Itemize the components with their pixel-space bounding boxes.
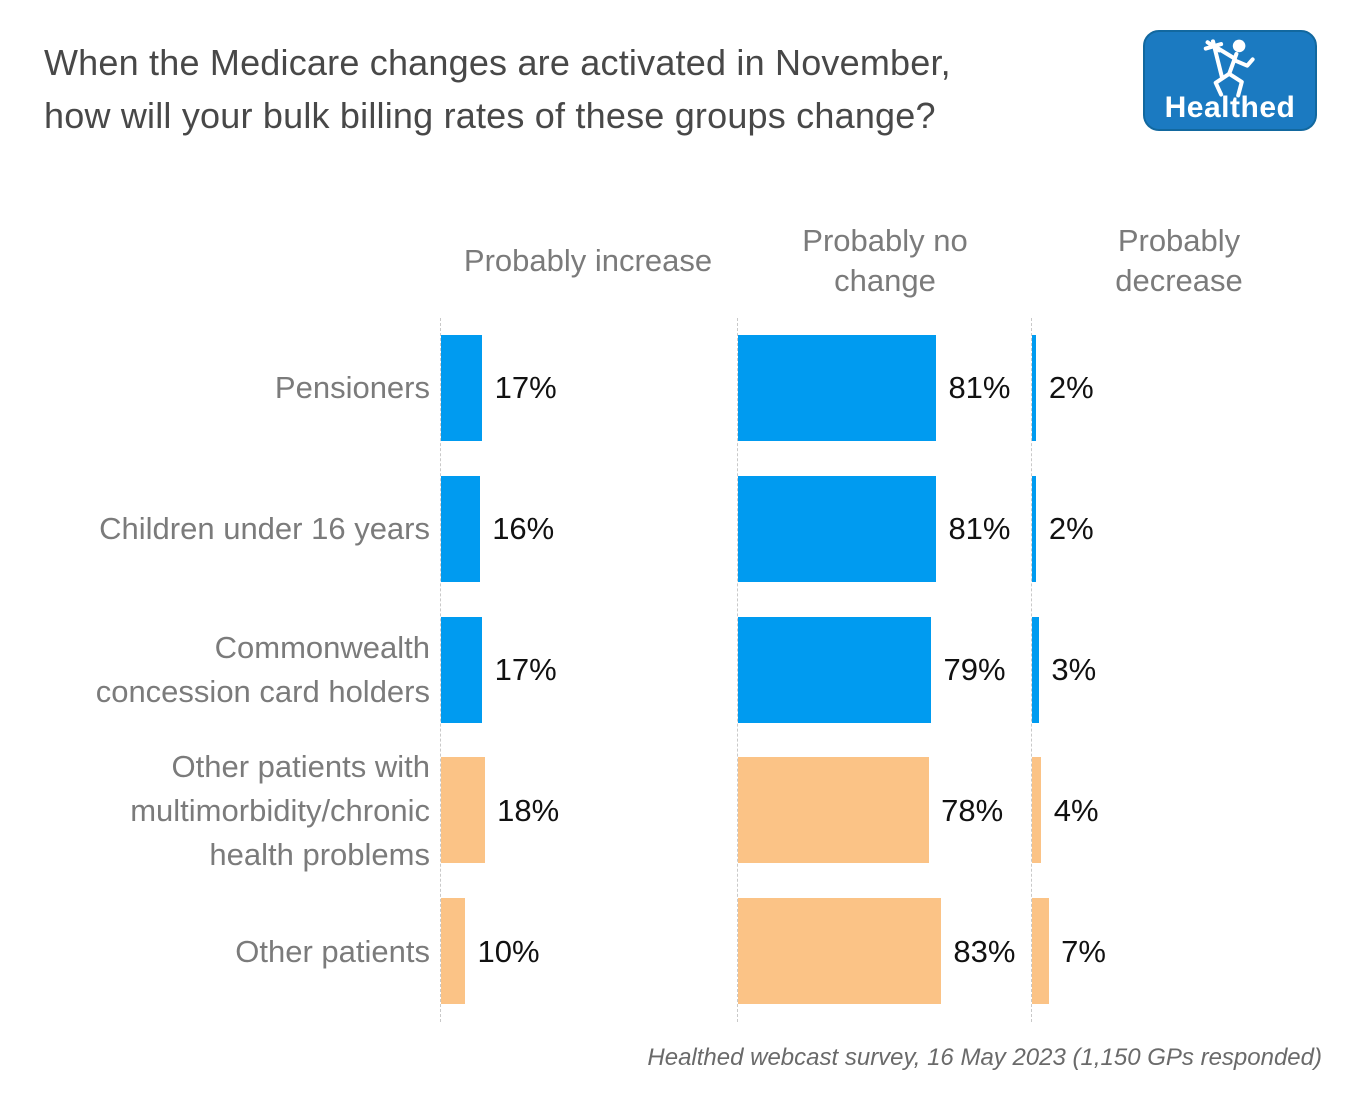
bar-value-label: 2% (1048, 370, 1094, 406)
column-header: Probably increase (463, 243, 713, 278)
bar-value-label: 81% (948, 511, 1011, 547)
bar (1031, 475, 1037, 582)
bar (737, 475, 936, 582)
bar-value-label: 2% (1048, 511, 1094, 547)
bar (440, 475, 480, 582)
bar-value-label: 17% (494, 370, 557, 406)
bar (1031, 335, 1037, 441)
bar (440, 616, 483, 723)
row-label: Other patients with multimorbidity/chron… (130, 748, 430, 872)
bar-value-label: 17% (494, 651, 557, 687)
healthed-logo: Healthed (1143, 30, 1317, 131)
bar-value-label: 78% (941, 792, 1004, 828)
column-header: Probably decrease (1115, 223, 1243, 298)
row-label: Other patients (235, 933, 430, 969)
bar-value-label: 79% (943, 651, 1006, 687)
bar (440, 757, 485, 864)
row-label: Children under 16 years (99, 511, 430, 547)
bar-value-label: 3% (1051, 651, 1097, 687)
bar (737, 616, 932, 723)
column-header: Probably no change (802, 223, 968, 298)
bar-value-label: 81% (948, 370, 1011, 406)
logo-wordmark: Healthed (1164, 91, 1296, 124)
bar (1031, 757, 1042, 864)
bar-value-label: 10% (477, 933, 540, 969)
bar (737, 757, 929, 864)
bar (1031, 616, 1039, 723)
bar (737, 335, 936, 441)
hermes-caduceus-runner-icon (1203, 39, 1255, 98)
bar-value-label: 83% (953, 933, 1016, 969)
bar (440, 898, 465, 1005)
bar-value-label: 7% (1061, 933, 1106, 969)
row-label: Pensioners (274, 370, 430, 406)
source-note: Healthed webcast survey, 16 May 2023 (1,… (647, 1044, 1322, 1071)
bar-value-label: 18% (497, 792, 560, 828)
row-label: Commonwealth concession card holders (95, 629, 430, 709)
bar (440, 335, 483, 441)
bar-value-label: 4% (1053, 792, 1099, 828)
chart-title: When the Medicare changes are activated … (44, 42, 951, 136)
bar (737, 898, 941, 1005)
bar (1031, 898, 1049, 1005)
bar-value-label: 16% (492, 511, 555, 547)
